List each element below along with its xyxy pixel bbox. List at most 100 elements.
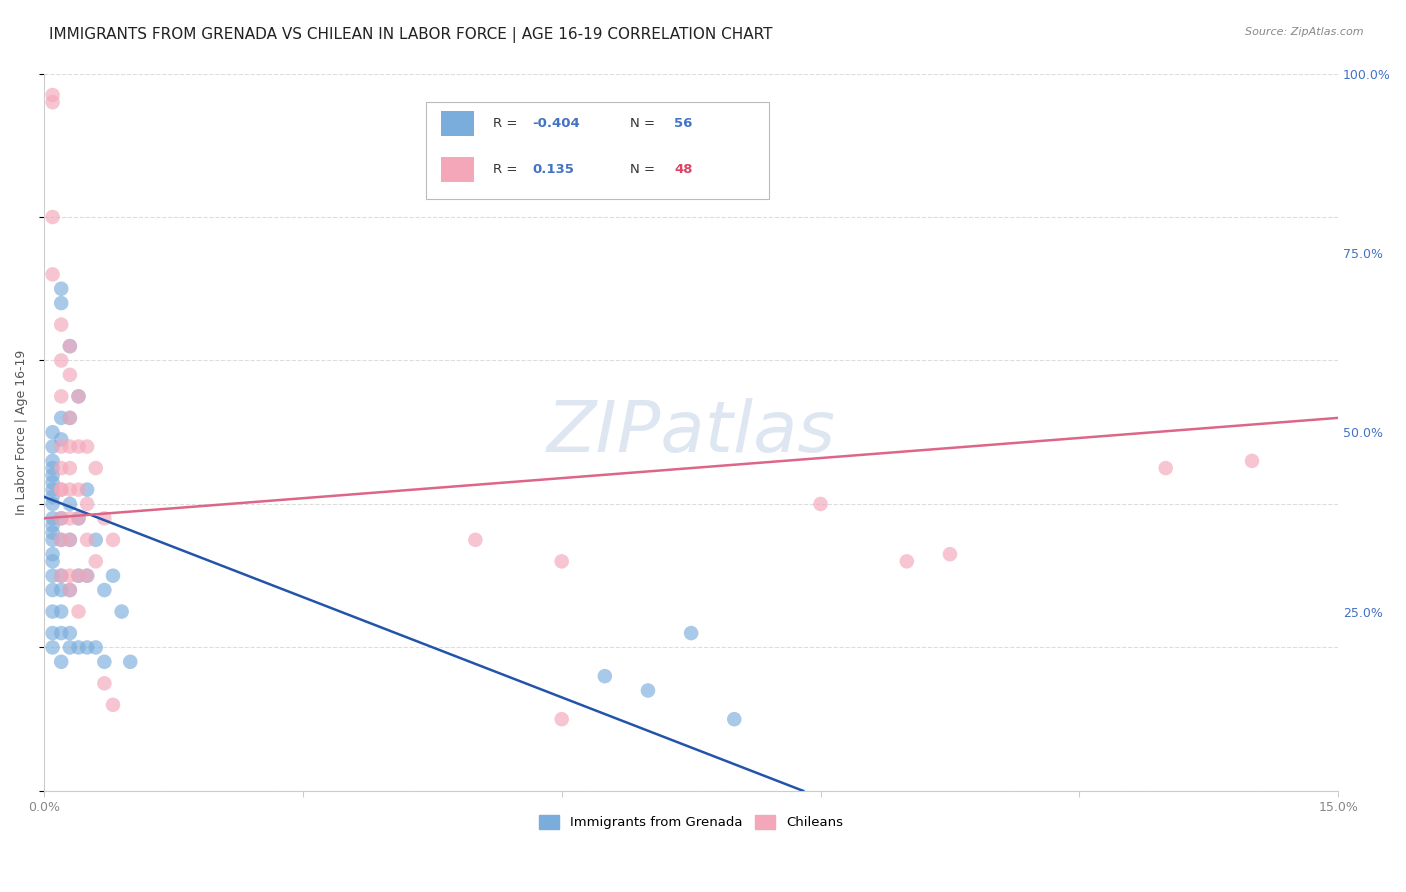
Point [41, 268, 63, 282]
Point [59, 568, 82, 582]
Bar [426, 103, 769, 199]
Point [51, 511, 73, 525]
Point [593, 669, 616, 683]
Point [59, 339, 82, 353]
Point [67, 440, 90, 454]
Point [41, 511, 63, 525]
Point [51, 296, 73, 310]
Text: IMMIGRANTS FROM GRENADA VS CHILEAN IN LABOR FORCE | AGE 16-19 CORRELATION CHART: IMMIGRANTS FROM GRENADA VS CHILEAN IN LA… [49, 27, 773, 43]
Point [51, 433, 73, 447]
Point [51, 410, 73, 425]
Point [59, 511, 82, 525]
Point [76, 440, 98, 454]
Point [67, 389, 90, 403]
Point [41, 210, 63, 224]
Bar [441, 156, 474, 182]
Bar [441, 111, 474, 136]
Text: ZIPatlas: ZIPatlas [547, 398, 835, 467]
Point [101, 568, 124, 582]
Y-axis label: In Labor Force | Age 16-19: In Labor Force | Age 16-19 [15, 350, 28, 515]
Point [67, 568, 90, 582]
Point [41, 605, 63, 619]
Point [810, 497, 832, 511]
Point [41, 440, 63, 454]
Point [41, 461, 63, 475]
Point [59, 497, 82, 511]
Point [41, 626, 63, 640]
Point [550, 712, 572, 726]
Point [41, 490, 63, 504]
Point [59, 339, 82, 353]
Point [76, 497, 98, 511]
Text: Source: ZipAtlas.com: Source: ZipAtlas.com [1246, 27, 1364, 37]
Point [84, 554, 107, 568]
Point [59, 640, 82, 655]
Point [76, 640, 98, 655]
Point [550, 554, 572, 568]
Point [41, 497, 63, 511]
Point [59, 533, 82, 547]
Point [41, 468, 63, 483]
Point [41, 95, 63, 110]
Point [51, 483, 73, 497]
Point [67, 511, 90, 525]
Point [51, 655, 73, 669]
Point [59, 410, 82, 425]
Point [59, 582, 82, 597]
Point [51, 483, 73, 497]
Point [84, 640, 107, 655]
Point [67, 389, 90, 403]
Text: 0.135: 0.135 [531, 162, 574, 176]
Point [723, 712, 745, 726]
Text: -0.404: -0.404 [531, 117, 579, 130]
Point [84, 533, 107, 547]
Point [41, 640, 63, 655]
Point [93, 511, 115, 525]
Point [51, 389, 73, 403]
Point [939, 547, 962, 561]
Text: 48: 48 [675, 162, 693, 176]
Point [51, 568, 73, 582]
Point [1240, 454, 1263, 468]
Point [59, 483, 82, 497]
Point [41, 518, 63, 533]
Point [93, 676, 115, 690]
Point [51, 605, 73, 619]
Point [93, 582, 115, 597]
Point [67, 483, 90, 497]
Point [51, 626, 73, 640]
Point [51, 353, 73, 368]
Point [76, 568, 98, 582]
Point [41, 475, 63, 490]
Point [51, 511, 73, 525]
Point [93, 655, 115, 669]
Point [1154, 461, 1177, 475]
Point [59, 461, 82, 475]
Point [51, 568, 73, 582]
Point [464, 533, 486, 547]
Text: N =: N = [630, 117, 655, 130]
Point [76, 483, 98, 497]
Point [76, 533, 98, 547]
Point [41, 554, 63, 568]
Point [59, 582, 82, 597]
Point [41, 568, 63, 582]
Point [41, 425, 63, 440]
Point [896, 554, 918, 568]
Point [681, 626, 703, 640]
Point [59, 626, 82, 640]
Text: 56: 56 [675, 117, 693, 130]
Point [41, 454, 63, 468]
Point [59, 533, 82, 547]
Text: R =: R = [494, 162, 517, 176]
Point [51, 440, 73, 454]
Point [41, 483, 63, 497]
Point [101, 533, 124, 547]
Point [67, 640, 90, 655]
Point [67, 511, 90, 525]
Point [111, 605, 134, 619]
Legend: Immigrants from Grenada, Chileans: Immigrants from Grenada, Chileans [534, 810, 848, 835]
Point [59, 440, 82, 454]
Point [51, 318, 73, 332]
Point [51, 461, 73, 475]
